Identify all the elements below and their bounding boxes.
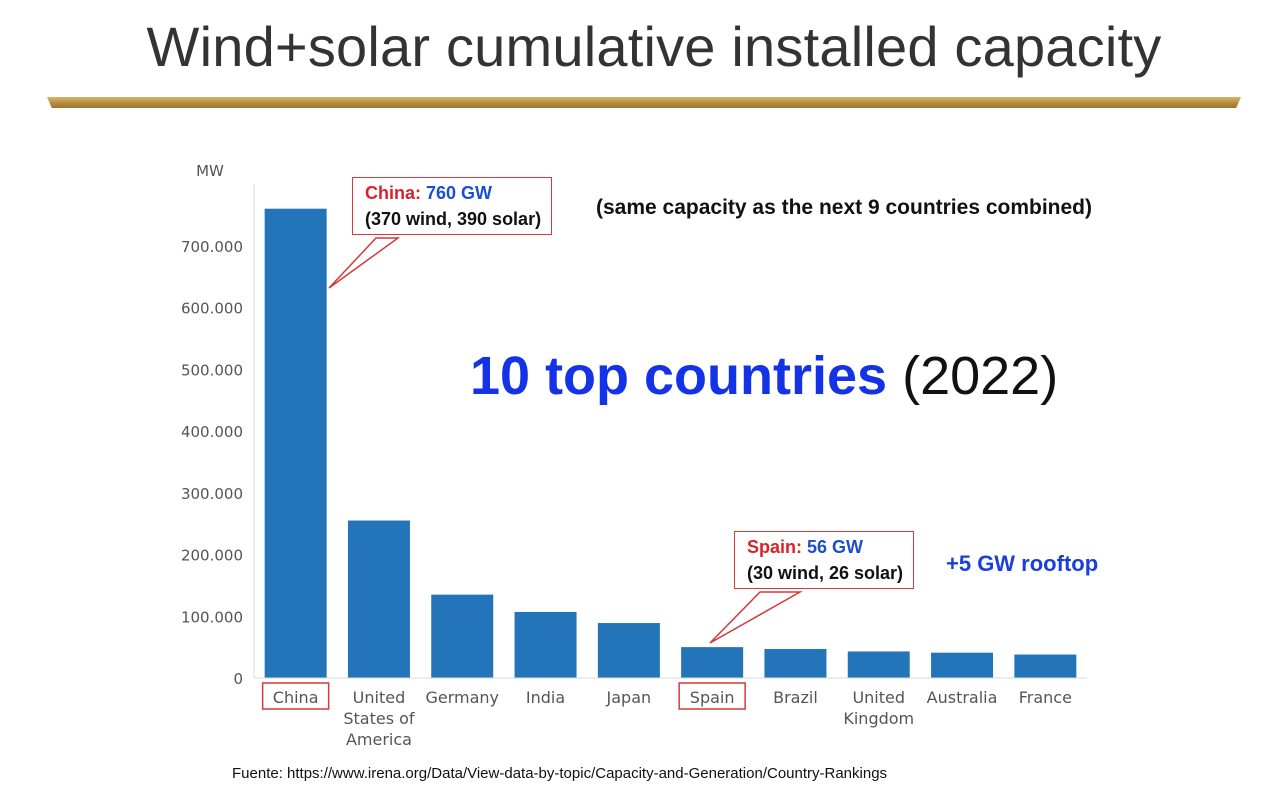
- y-tick-label: 700.000: [181, 238, 243, 256]
- bar: [931, 652, 994, 678]
- bar: [347, 520, 410, 678]
- bar: [847, 651, 910, 678]
- bar: [764, 648, 827, 678]
- y-tick-label: 100.000: [181, 608, 243, 626]
- x-tick-label: Spain: [690, 688, 735, 707]
- x-tick-label: Japan: [606, 688, 652, 707]
- x-tick-label: Brazil: [773, 688, 818, 707]
- y-tick-label: 600.000: [181, 300, 243, 318]
- y-axis-label: MW: [196, 162, 224, 180]
- bar: [681, 647, 744, 678]
- x-tick-label: France: [1019, 688, 1072, 707]
- bar: [597, 623, 660, 678]
- bar: [1014, 654, 1077, 678]
- china-callout: China: 760 GW (370 wind, 390 solar): [352, 177, 553, 235]
- rooftop-note: +5 GW rooftop: [946, 551, 1099, 576]
- china-callout-value: 760 GW: [426, 183, 493, 203]
- x-tick-label: Australia: [927, 688, 998, 707]
- spain-callout-pointer: [709, 591, 803, 644]
- y-tick-label: 500.000: [181, 361, 243, 379]
- spain-callout-value: 56 GW: [807, 537, 864, 557]
- bar: [514, 611, 577, 678]
- y-tick-label: 400.000: [181, 423, 243, 441]
- y-tick-label: 0: [233, 670, 243, 688]
- y-tick-label: 300.000: [181, 485, 243, 503]
- china-callout-label: China:: [365, 183, 421, 203]
- same-capacity-note: (same capacity as the next 9 countries c…: [596, 196, 1093, 219]
- spain-callout: Spain: 56 GW (30 wind, 26 solar): [734, 531, 915, 589]
- x-tick-label: China: [273, 688, 319, 707]
- headline-year: (2022): [902, 346, 1059, 406]
- x-tick-label: India: [526, 688, 565, 707]
- category-highlight-box: [261, 682, 330, 710]
- china-callout-pointer: [328, 237, 401, 289]
- slide-title: Wind+solar cumulative installed capacity: [146, 15, 1162, 78]
- bar: [431, 594, 494, 678]
- x-tick-label: United States of America: [343, 688, 415, 749]
- x-tick-label: Germany: [425, 688, 499, 707]
- headline: 10 top countries (2022): [470, 345, 1058, 407]
- category-highlight-box: [678, 682, 746, 710]
- spain-callout-label: Spain:: [747, 537, 803, 557]
- x-tick-label: United Kingdom: [843, 688, 914, 728]
- headline-strong: 10 top countries: [470, 346, 888, 406]
- china-callout-breakdown: (370 wind, 390 solar): [365, 209, 542, 229]
- source-note: Fuente: https://www.irena.org/Data/View-…: [232, 765, 888, 782]
- bar: [264, 208, 327, 678]
- title-divider: [47, 97, 1241, 108]
- y-tick-label: 200.000: [181, 547, 243, 565]
- spain-callout-breakdown: (30 wind, 26 solar): [747, 563, 904, 583]
